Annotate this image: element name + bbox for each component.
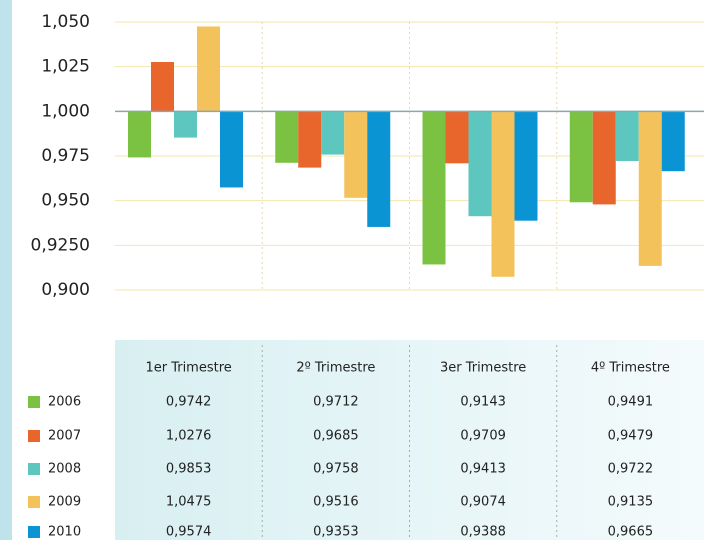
bar [491,111,515,277]
table-cell: 0,9388 [460,525,506,540]
bar [615,111,639,162]
legend-label: 2007 [48,429,81,444]
table-cell: 0,9665 [608,525,654,540]
bar [321,111,345,155]
table-cell: 0,9709 [460,429,506,444]
bar [638,111,662,266]
table-cell: 0,9516 [313,495,359,510]
bar [367,111,391,227]
table-cell: 1,0276 [166,429,212,444]
y-tick-label: 0,975 [41,146,90,166]
table-cell: 0,9413 [460,462,506,477]
bar [514,111,538,221]
column-header: 4º Trimestre [591,361,670,376]
table-cell: 0,9742 [166,395,212,410]
bar [275,111,299,163]
y-tick-label: 0,950 [41,191,90,211]
legend-label: 2006 [48,395,81,410]
table-cell: 0,9712 [313,395,359,410]
column-header: 3er Trimestre [440,361,526,376]
legend-label: 2010 [48,525,81,540]
table-cell: 0,9074 [460,495,506,510]
table-cell: 0,9685 [313,429,359,444]
bar [592,111,616,205]
bar [422,111,446,265]
bar [468,111,492,217]
bar [344,111,368,198]
table-cell: 0,9574 [166,525,212,540]
legend-swatch [28,430,40,442]
y-tick-label: 1,000 [41,101,90,121]
table-cell: 0,9491 [608,395,654,410]
bar [128,111,151,158]
legend-swatch [28,396,40,408]
table-cell: 0,9853 [166,462,212,477]
bar [569,111,593,203]
table-cell: 1,0475 [166,495,212,510]
bar [661,111,685,172]
table-cell: 0,9353 [313,525,359,540]
bar [298,111,322,168]
legend-swatch [28,496,40,508]
bar [445,111,469,164]
bar [151,62,174,112]
column-header: 2º Trimestre [296,361,375,376]
y-tick-label: 1,025 [41,57,90,77]
bar [197,26,220,112]
y-tick-label: 0,9250 [31,235,90,255]
legend-label: 2008 [48,462,81,477]
column-header: 1er Trimestre [145,361,231,376]
bar [220,111,243,188]
legend-swatch [28,463,40,475]
table-cell: 0,9722 [608,462,654,477]
legend-swatch [28,526,40,538]
side-strip [0,0,12,540]
table-cell: 0,9143 [460,395,506,410]
bar [174,111,197,138]
legend-label: 2009 [48,495,81,510]
y-tick-label: 0,900 [41,280,90,300]
y-tick-label: 1,050 [41,12,90,32]
table-cell: 0,9479 [608,429,654,444]
table-cell: 0,9758 [313,462,359,477]
table-cell: 0,9135 [608,495,654,510]
